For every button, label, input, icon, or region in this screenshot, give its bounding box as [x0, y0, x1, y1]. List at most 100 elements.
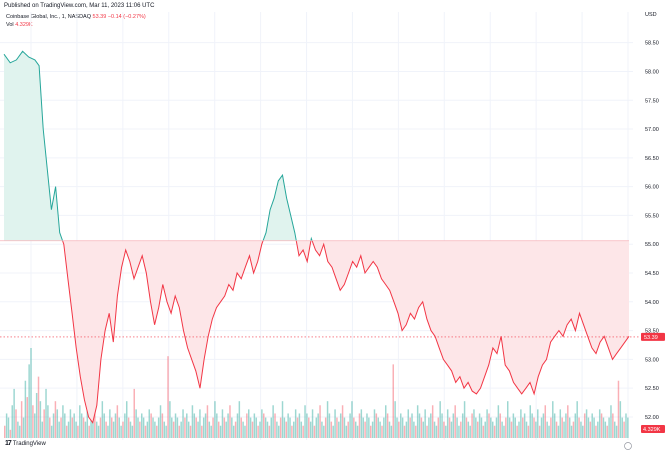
y-tick-label: 57.00: [645, 127, 659, 133]
volume-bar: [287, 413, 289, 438]
volume-bar: [49, 417, 51, 438]
volume-bar: [343, 417, 346, 438]
volume-bar: [204, 413, 207, 438]
volume-bar: [116, 405, 119, 438]
volume-bar: [341, 405, 344, 438]
volume-bar: [129, 421, 132, 438]
volume-bar: [182, 409, 184, 438]
volume-bar: [88, 425, 90, 438]
volume-bar: [604, 421, 607, 438]
volume-bar: [418, 413, 421, 438]
volume-bar: [415, 425, 417, 438]
volume-bar: [45, 388, 47, 438]
volume-bar: [334, 409, 336, 438]
volume-bar: [109, 409, 111, 438]
symbol-name[interactable]: Coinbase Global, Inc., 1, NASDAQ: [6, 14, 91, 20]
volume-bar: [43, 409, 45, 438]
volume-bar: [180, 421, 182, 438]
y-tick-label: 52.00: [645, 415, 659, 421]
volume-bar: [621, 417, 623, 438]
volume-bar: [565, 413, 567, 438]
volume-bar: [623, 421, 625, 438]
price-axis[interactable]: USD 58.50 58.00 57.50 57.00 56.50 56.00 55.50 5…: [645, 12, 659, 421]
volume-row: Vol 4.329K: [6, 21, 146, 29]
volume-bar: [298, 413, 301, 438]
volume-bar: [201, 425, 203, 438]
volume-bar: [516, 425, 518, 438]
volume-bar: [345, 425, 348, 438]
volume-bar: [430, 413, 432, 438]
volume-bar: [514, 417, 516, 438]
volume-bar: [174, 413, 177, 438]
volume-bar: [176, 417, 179, 438]
volume-bar: [486, 409, 488, 438]
volume-bar: [167, 356, 169, 438]
volume-bar: [396, 417, 398, 438]
volume-bar: [413, 421, 415, 438]
volume-bar: [323, 425, 325, 438]
volume-bar: [501, 421, 503, 438]
volume-bar: [490, 417, 492, 438]
volume-bar: [107, 425, 109, 438]
volume-bar: [125, 401, 128, 438]
y-tick-label: 54.00: [645, 300, 659, 306]
volume-bar: [461, 413, 464, 438]
volume-bar: [358, 413, 361, 438]
volume-bar: [416, 405, 419, 438]
price-change: −0.14 (−0.27%): [107, 14, 146, 20]
volume-bar: [247, 409, 250, 438]
volume-bar: [77, 425, 79, 438]
volume-bar: [41, 421, 44, 438]
volume-bar: [561, 417, 563, 438]
y-tick-label: 53.50: [645, 329, 659, 335]
volume-bar: [362, 417, 364, 438]
volume-bar: [441, 413, 443, 438]
volume-bar: [420, 417, 423, 438]
volume-bar: [157, 417, 160, 438]
volume-bar: [617, 380, 620, 438]
volume-bar: [608, 417, 610, 438]
volume-bar: [375, 413, 378, 438]
volume-bar: [154, 421, 156, 438]
price-tags: 53.39 4.329K: [641, 332, 665, 433]
volume-bar: [381, 425, 383, 438]
volume-bar: [193, 413, 196, 438]
volume-bar: [86, 409, 89, 438]
volume-bar: [244, 425, 246, 438]
volume-bar: [559, 409, 562, 438]
volume-bar: [24, 380, 27, 438]
volume-bar: [580, 421, 582, 438]
volume-bar: [216, 413, 218, 438]
volume-bar: [476, 421, 479, 438]
volume-bar: [197, 421, 199, 438]
price-line-down: [62, 240, 630, 424]
volume-bar: [497, 405, 500, 438]
volume-bar: [499, 413, 501, 438]
volume-bar: [446, 409, 449, 438]
volume-bar: [137, 417, 139, 438]
volume-bar: [246, 413, 248, 438]
volume-bar: [52, 413, 55, 438]
volume-bar: [266, 421, 269, 438]
volume-bar: [278, 425, 280, 438]
volume-bar: [610, 405, 612, 438]
volume-bar: [139, 421, 141, 438]
volume-bar: [97, 425, 100, 438]
volume-bar: [437, 417, 440, 438]
volume-bar: [520, 409, 522, 438]
volume-bar: [390, 425, 393, 438]
y-tick-label: 52.50: [645, 386, 659, 392]
volume-bar: [537, 409, 539, 438]
volume-bar: [94, 405, 96, 438]
volume-bar: [263, 413, 265, 438]
volume-bar: [386, 413, 389, 438]
volume-bar: [231, 417, 233, 438]
volume-bar: [227, 413, 229, 438]
volume-bar: [606, 425, 608, 438]
price-line: [3, 50, 630, 424]
volume-bar: [368, 417, 370, 438]
volume-bar: [99, 417, 102, 438]
volume-bar: [488, 413, 490, 438]
sparkle-icon[interactable]: [624, 442, 632, 450]
